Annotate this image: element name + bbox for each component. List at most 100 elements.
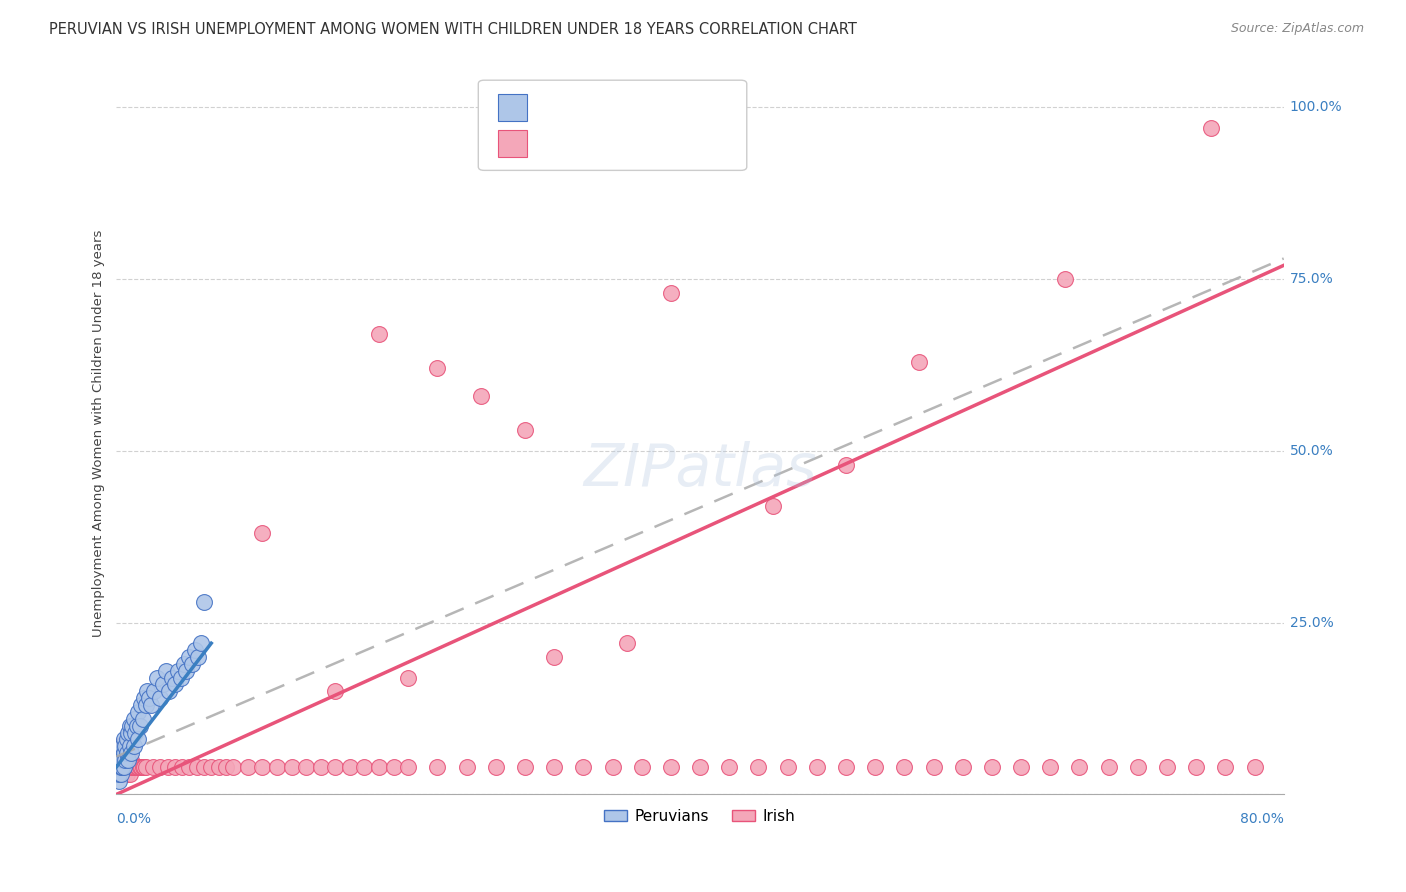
Point bbox=[980, 760, 1002, 774]
Point bbox=[163, 760, 186, 774]
Point bbox=[127, 732, 149, 747]
Point bbox=[323, 760, 346, 774]
Point bbox=[108, 766, 131, 780]
Text: 25.0%: 25.0% bbox=[1289, 615, 1333, 630]
Point bbox=[136, 684, 159, 698]
Point bbox=[110, 760, 132, 774]
Point bbox=[689, 760, 711, 774]
Point bbox=[135, 698, 157, 712]
Point bbox=[111, 739, 134, 754]
Point bbox=[160, 671, 183, 685]
Point bbox=[835, 458, 858, 472]
Point bbox=[470, 389, 492, 403]
Point bbox=[110, 753, 132, 767]
Point bbox=[181, 657, 204, 671]
Point bbox=[149, 760, 172, 774]
Point bbox=[121, 760, 143, 774]
Point bbox=[169, 671, 191, 685]
Point bbox=[128, 719, 150, 733]
Point bbox=[186, 760, 208, 774]
Point bbox=[112, 732, 135, 747]
Point bbox=[295, 760, 318, 774]
Point bbox=[114, 753, 136, 767]
Point bbox=[382, 760, 405, 774]
Point bbox=[863, 760, 886, 774]
Point bbox=[108, 753, 131, 767]
Point bbox=[115, 732, 138, 747]
Point bbox=[138, 691, 160, 706]
Text: R = 0.691   N = 104: R = 0.691 N = 104 bbox=[541, 136, 696, 151]
Point bbox=[120, 753, 142, 767]
Point bbox=[1185, 760, 1208, 774]
Point bbox=[134, 760, 156, 774]
Point bbox=[117, 746, 139, 760]
Point bbox=[193, 595, 215, 609]
Point bbox=[513, 760, 536, 774]
Point bbox=[110, 766, 132, 780]
Point bbox=[108, 746, 131, 760]
Text: 75.0%: 75.0% bbox=[1289, 272, 1333, 286]
Point bbox=[131, 712, 153, 726]
Point bbox=[172, 760, 194, 774]
Point bbox=[107, 753, 129, 767]
Point bbox=[112, 753, 135, 767]
Point bbox=[142, 760, 165, 774]
Point bbox=[122, 712, 145, 726]
Point bbox=[118, 753, 141, 767]
Point bbox=[747, 760, 769, 774]
Point bbox=[111, 760, 134, 774]
Text: Source: ZipAtlas.com: Source: ZipAtlas.com bbox=[1230, 22, 1364, 36]
Point bbox=[368, 760, 391, 774]
Point bbox=[107, 753, 129, 767]
Point bbox=[118, 719, 141, 733]
Point bbox=[121, 719, 143, 733]
Point bbox=[149, 691, 172, 706]
Point bbox=[141, 698, 163, 712]
Point bbox=[1156, 760, 1178, 774]
Point bbox=[893, 760, 915, 774]
Point bbox=[111, 753, 134, 767]
Point bbox=[108, 773, 131, 788]
Point bbox=[762, 499, 785, 513]
FancyBboxPatch shape bbox=[498, 130, 527, 157]
Point bbox=[107, 760, 129, 774]
Point bbox=[323, 684, 346, 698]
Point bbox=[108, 739, 131, 754]
Point bbox=[659, 285, 682, 300]
Point bbox=[1126, 760, 1149, 774]
Point bbox=[155, 664, 177, 678]
Point bbox=[124, 760, 146, 774]
Point bbox=[1069, 760, 1091, 774]
Point bbox=[353, 760, 375, 774]
Point bbox=[513, 423, 536, 437]
Point bbox=[120, 725, 142, 739]
Text: ZIPatlas: ZIPatlas bbox=[583, 442, 817, 499]
Point bbox=[117, 753, 139, 767]
Point bbox=[922, 760, 945, 774]
Point bbox=[120, 746, 142, 760]
Point bbox=[309, 760, 332, 774]
Point bbox=[114, 739, 136, 754]
Point bbox=[184, 643, 207, 657]
Point bbox=[114, 760, 136, 774]
Point bbox=[117, 760, 139, 774]
Point bbox=[835, 760, 858, 774]
Point bbox=[115, 766, 138, 780]
Point bbox=[1039, 760, 1062, 774]
Point bbox=[118, 766, 141, 780]
Point bbox=[1243, 760, 1265, 774]
Point bbox=[908, 354, 931, 368]
Point bbox=[252, 760, 274, 774]
Point bbox=[146, 671, 169, 685]
Point bbox=[572, 760, 595, 774]
Text: 50.0%: 50.0% bbox=[1289, 444, 1333, 458]
Point bbox=[131, 760, 153, 774]
Point bbox=[112, 753, 135, 767]
Point bbox=[117, 725, 139, 739]
Point bbox=[111, 746, 134, 760]
Point bbox=[806, 760, 828, 774]
Point bbox=[112, 746, 135, 760]
Point bbox=[616, 636, 638, 650]
Point bbox=[112, 760, 135, 774]
Point bbox=[602, 760, 624, 774]
